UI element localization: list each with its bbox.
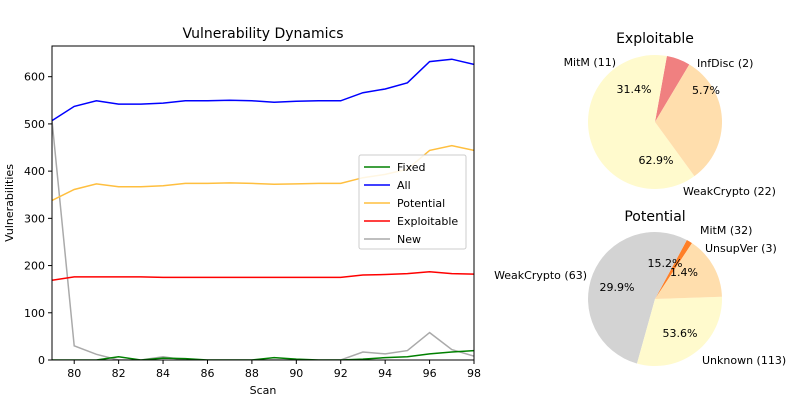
y-tick-label: 200 — [24, 260, 45, 273]
x-tick-label: 84 — [156, 367, 170, 380]
pie-slice — [637, 296, 722, 367]
pie-slice — [655, 240, 692, 299]
pie-slice-label: Unknown (113) — [702, 354, 786, 367]
pie-slice-label: MitM (11) — [564, 56, 616, 69]
legend-label-new: New — [397, 233, 421, 246]
pie-slice — [588, 232, 687, 364]
legend-label-exploitable: Exploitable — [397, 215, 458, 228]
x-tick-label: 90 — [289, 367, 303, 380]
series-line-fixed — [52, 349, 474, 360]
x-tick-label: 80 — [67, 367, 81, 380]
x-tick-label: 94 — [378, 367, 392, 380]
y-tick-label: 0 — [38, 354, 45, 367]
y-axis: 0 100 200 300 400 500 600 — [24, 71, 52, 367]
legend-label-fixed: Fixed — [397, 161, 426, 174]
pie-chart-potential: Potential UnsupVer (3) 1.4% Unknown (113) 5… — [494, 209, 786, 367]
pie-slice — [588, 54, 695, 189]
pie-potential-title: Potential — [624, 209, 685, 225]
legend-box — [358, 154, 467, 250]
pie-slice-percent: 31.4% — [617, 83, 652, 96]
pie-slice-percent: 62.9% — [639, 154, 674, 167]
x-tick-label: 92 — [334, 367, 348, 380]
pie-slice-percent: 15.2% — [648, 257, 683, 270]
line-chart: Vulnerability Dynamics 0 100 200 300 400 500 6… — [3, 26, 481, 397]
y-tick-label: 100 — [24, 307, 45, 320]
pie-slice-percent: 53.6% — [663, 327, 698, 340]
y-axis-label: Vulnerabilities — [3, 164, 16, 242]
pie-slice-label: WeakCrypto (22) — [683, 185, 776, 198]
pie-slice-label: InfDisc (2) — [697, 57, 753, 70]
pie-slice-label: MitM (32) — [700, 224, 752, 237]
pie-slice-percent: 5.7% — [692, 84, 720, 97]
y-tick-label: 300 — [24, 212, 45, 225]
y-tick-label: 500 — [24, 118, 45, 131]
pie-slice — [655, 56, 690, 123]
pie-slice — [655, 64, 722, 177]
pie-slice — [655, 243, 722, 299]
x-axis: 80 82 84 86 88 90 92 94 96 98 — [67, 360, 481, 380]
legend-label-all: All — [397, 179, 411, 192]
series-line-all — [52, 58, 474, 122]
pie-slice-label: UnsupVer (3) — [705, 242, 777, 255]
legend: Fixed All Potential Exploitable New — [358, 154, 467, 250]
series-line-new — [52, 120, 474, 360]
x-tick-label: 88 — [245, 367, 259, 380]
x-tick-label: 86 — [200, 367, 214, 380]
series-line-exploitable — [52, 270, 474, 281]
x-tick-label: 82 — [112, 367, 126, 380]
x-tick-label: 96 — [423, 367, 437, 380]
pie-slice-label: WeakCrypto (63) — [494, 269, 587, 282]
pie-chart-exploitable: Exploitable InfDisc (2) 5.7% WeakCrypto (2… — [564, 31, 776, 198]
plot-frame — [51, 45, 475, 361]
line-chart-title: Vulnerability Dynamics — [182, 26, 343, 42]
legend-label-potential: Potential — [397, 197, 445, 210]
x-axis-label: Scan — [250, 384, 277, 397]
x-tick-label: 98 — [467, 367, 481, 380]
y-tick-label: 400 — [24, 165, 45, 178]
pie-slice-percent: 1.4% — [670, 266, 698, 279]
y-tick-label: 600 — [24, 71, 45, 84]
pie-slice-percent: 29.9% — [600, 281, 635, 294]
pie-exploitable-title: Exploitable — [616, 31, 694, 47]
